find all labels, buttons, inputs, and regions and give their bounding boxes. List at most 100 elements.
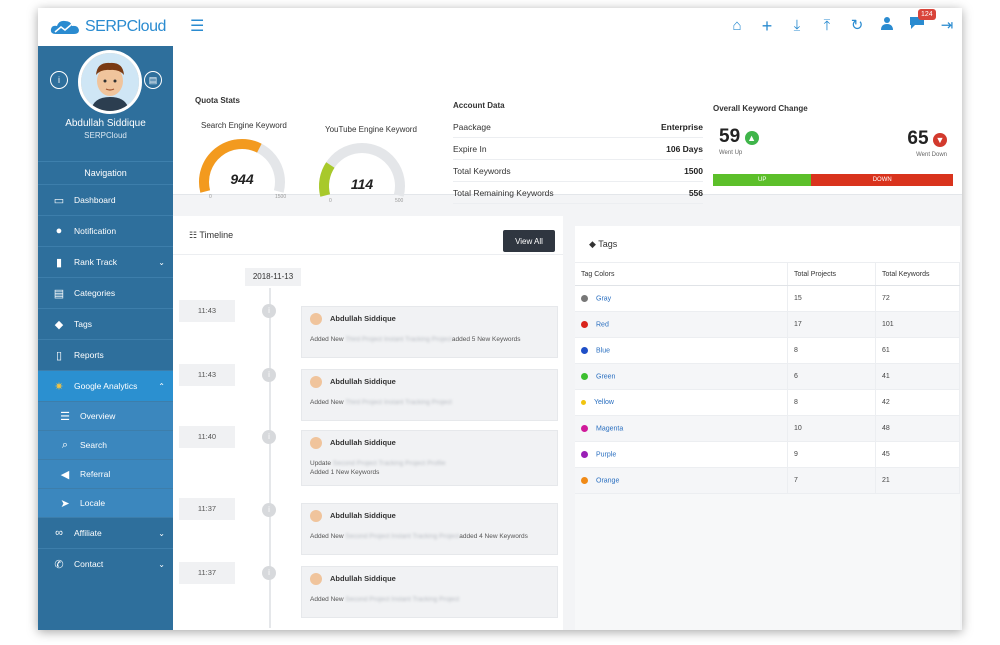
settings-icon[interactable]: ▤ (144, 71, 162, 89)
sidebar-item-google-analytics[interactable]: ✷ Google Analytics ⌃ (38, 370, 173, 401)
timeline-entry[interactable]: Abdullah Siddique Added New Second Proje… (301, 566, 558, 618)
home-icon[interactable]: ⌂ (732, 17, 742, 34)
view-all-button[interactable]: View All (503, 230, 555, 252)
sidebar-item-label: Notification (74, 226, 117, 236)
upload-icon[interactable]: ⤒ (823, 17, 831, 34)
color-dot (581, 424, 588, 432)
download-icon[interactable]: ⤓ (793, 17, 801, 34)
sidebar-item-contact[interactable]: ✆ Contact ⌄ (38, 548, 173, 579)
sidebar-item-tags[interactable]: ◆ Tags (38, 308, 173, 339)
projects-cell: 9 (787, 441, 876, 468)
search-engine-gauge: Search Engine Keyword 944 0 1500 (187, 116, 297, 206)
table-row: Red 17 101 (575, 311, 960, 338)
entry-text: Added New Third Project Instant Tracking… (310, 335, 521, 344)
sidebar-item-categories[interactable]: ▤ Categories (38, 277, 173, 308)
book-icon: ▮ (55, 256, 63, 269)
tag-link[interactable]: Yellow (594, 399, 614, 406)
info-icon: i (262, 503, 276, 517)
gauge-arc (319, 143, 405, 197)
sidebar-item-notification[interactable]: ● Notification (38, 215, 173, 246)
entry-text: Added New Second Project Instant Trackin… (310, 595, 459, 604)
sidebar-item-affiliate[interactable]: ∞ Affiliate ⌄ (38, 517, 173, 548)
chat-icon[interactable]: 124 (908, 9, 936, 36)
gauge-value: 114 (350, 176, 374, 192)
account-data-card: Account Data Paackage Enterprise Expire … (453, 101, 703, 204)
tag-link[interactable]: Purple (596, 451, 617, 459)
tag-link[interactable]: Red (596, 321, 609, 329)
timeline-entry[interactable]: Abdullah Siddique Added New Third Projec… (301, 369, 558, 421)
tag-link[interactable]: Orange (596, 477, 620, 485)
info-icon[interactable]: i (50, 71, 68, 89)
sidebar-item-overview[interactable]: ☰ Overview (38, 401, 173, 430)
sidebar-item-reports[interactable]: ▯ Reports (38, 339, 173, 370)
timeline-time: 11:43 (179, 300, 235, 322)
sidebar-item-label: Categories (74, 288, 116, 298)
tag-cell: Red (575, 311, 788, 338)
list-icon: ▤ (53, 287, 65, 300)
projects-cell: 7 (787, 467, 876, 494)
gauge-fill (319, 162, 335, 197)
user-icon[interactable] (878, 16, 896, 36)
gauge-max: 1500 (275, 194, 287, 200)
tag-cell: Green (575, 363, 788, 390)
sidebar-item-rank-track[interactable]: ▮ Rank Track ⌄ (38, 246, 173, 277)
search-icon: ⌕ (61, 438, 69, 451)
keyword-change-title: Overall Keyword Change (713, 104, 808, 113)
entry-second-line: Added 1 New Keywords (310, 469, 380, 476)
entry-suffix: added 5 New Keywords (451, 336, 521, 343)
sidebar-item-search[interactable]: ⌕ Search (38, 430, 173, 459)
up-bar: UP (713, 174, 812, 186)
keywords-cell: 41 (875, 363, 960, 390)
tag-link[interactable]: Gray (596, 295, 612, 303)
tag-cell: Gray (575, 285, 788, 312)
account-row-value: 106 Days (666, 143, 703, 154)
sidebar-item-dashboard[interactable]: ▭ Dashboard (38, 184, 173, 215)
account-row-label: Total Keywords (453, 165, 511, 176)
account-row: Total Remaining Keywords 556 (453, 182, 703, 204)
menu-toggle-icon[interactable]: ☰ (190, 18, 205, 35)
location-arrow-icon: ➤ (60, 497, 70, 510)
plus-icon[interactable]: + (761, 16, 773, 36)
account-row-label: Total Remaining Keywords (453, 187, 554, 198)
sidebar-item-label: Reports (74, 350, 104, 360)
entry-action: Added New (310, 533, 344, 540)
tag-icon: ◆ (54, 318, 64, 331)
timeline-line (269, 288, 271, 628)
tag-link[interactable]: Magenta (596, 425, 624, 433)
entry-action: Update (310, 460, 331, 467)
sidebar-item-referral[interactable]: ◀ Referral (38, 459, 173, 488)
sidebar-item-label: Affiliate (74, 528, 102, 538)
sidebar-item-label: Referral (80, 469, 111, 479)
info-icon: i (262, 566, 276, 580)
stats-panel: Quota Stats Search Engine Keyword 944 0 … (173, 46, 962, 204)
chevron-up-icon: ⌃ (158, 381, 165, 391)
info-icon: i (262, 304, 276, 318)
projects-cell: 15 (787, 285, 876, 312)
avatar[interactable] (78, 50, 142, 114)
account-row: Paackage Enterprise (453, 116, 703, 138)
timeline-entry[interactable]: Abdullah Siddique Added New Third Projec… (301, 306, 558, 358)
timeline-entry[interactable]: Abdullah Siddique Update Second Project … (301, 430, 558, 486)
profile-panel: i ▤ Abdullah Siddique SERPCloud (38, 46, 173, 161)
entry-suffix: added 4 New Keywords (459, 533, 528, 540)
logout-icon[interactable]: ⇥ (940, 17, 954, 34)
file-icon: ▯ (55, 349, 63, 362)
tag-cell: Purple (575, 441, 788, 468)
phone-icon: ✆ (54, 558, 64, 571)
tag-link[interactable]: Blue (596, 347, 611, 355)
timeline-time: 11:37 (179, 498, 235, 520)
keywords-cell: 45 (875, 441, 960, 468)
account-row-label: Paackage (453, 121, 491, 132)
refresh-icon[interactable]: ↻ (850, 17, 864, 34)
projects-cell: 8 (787, 337, 876, 364)
brand-logo[interactable]: SERPCloud (50, 14, 175, 40)
went-down-label: Went Down (916, 152, 947, 158)
sidebar-item-locale[interactable]: ➤ Locale (38, 488, 173, 517)
tag-cell: Orange (575, 467, 788, 494)
tag-link[interactable]: Green (596, 373, 616, 381)
account-row-value: 556 (688, 187, 703, 198)
timeline-entry[interactable]: Abdullah Siddique Added New Second Proje… (301, 503, 558, 555)
timeline-date: 2018-11-13 (245, 268, 301, 286)
color-dot (581, 372, 588, 380)
tag-cell: Blue (575, 337, 788, 364)
